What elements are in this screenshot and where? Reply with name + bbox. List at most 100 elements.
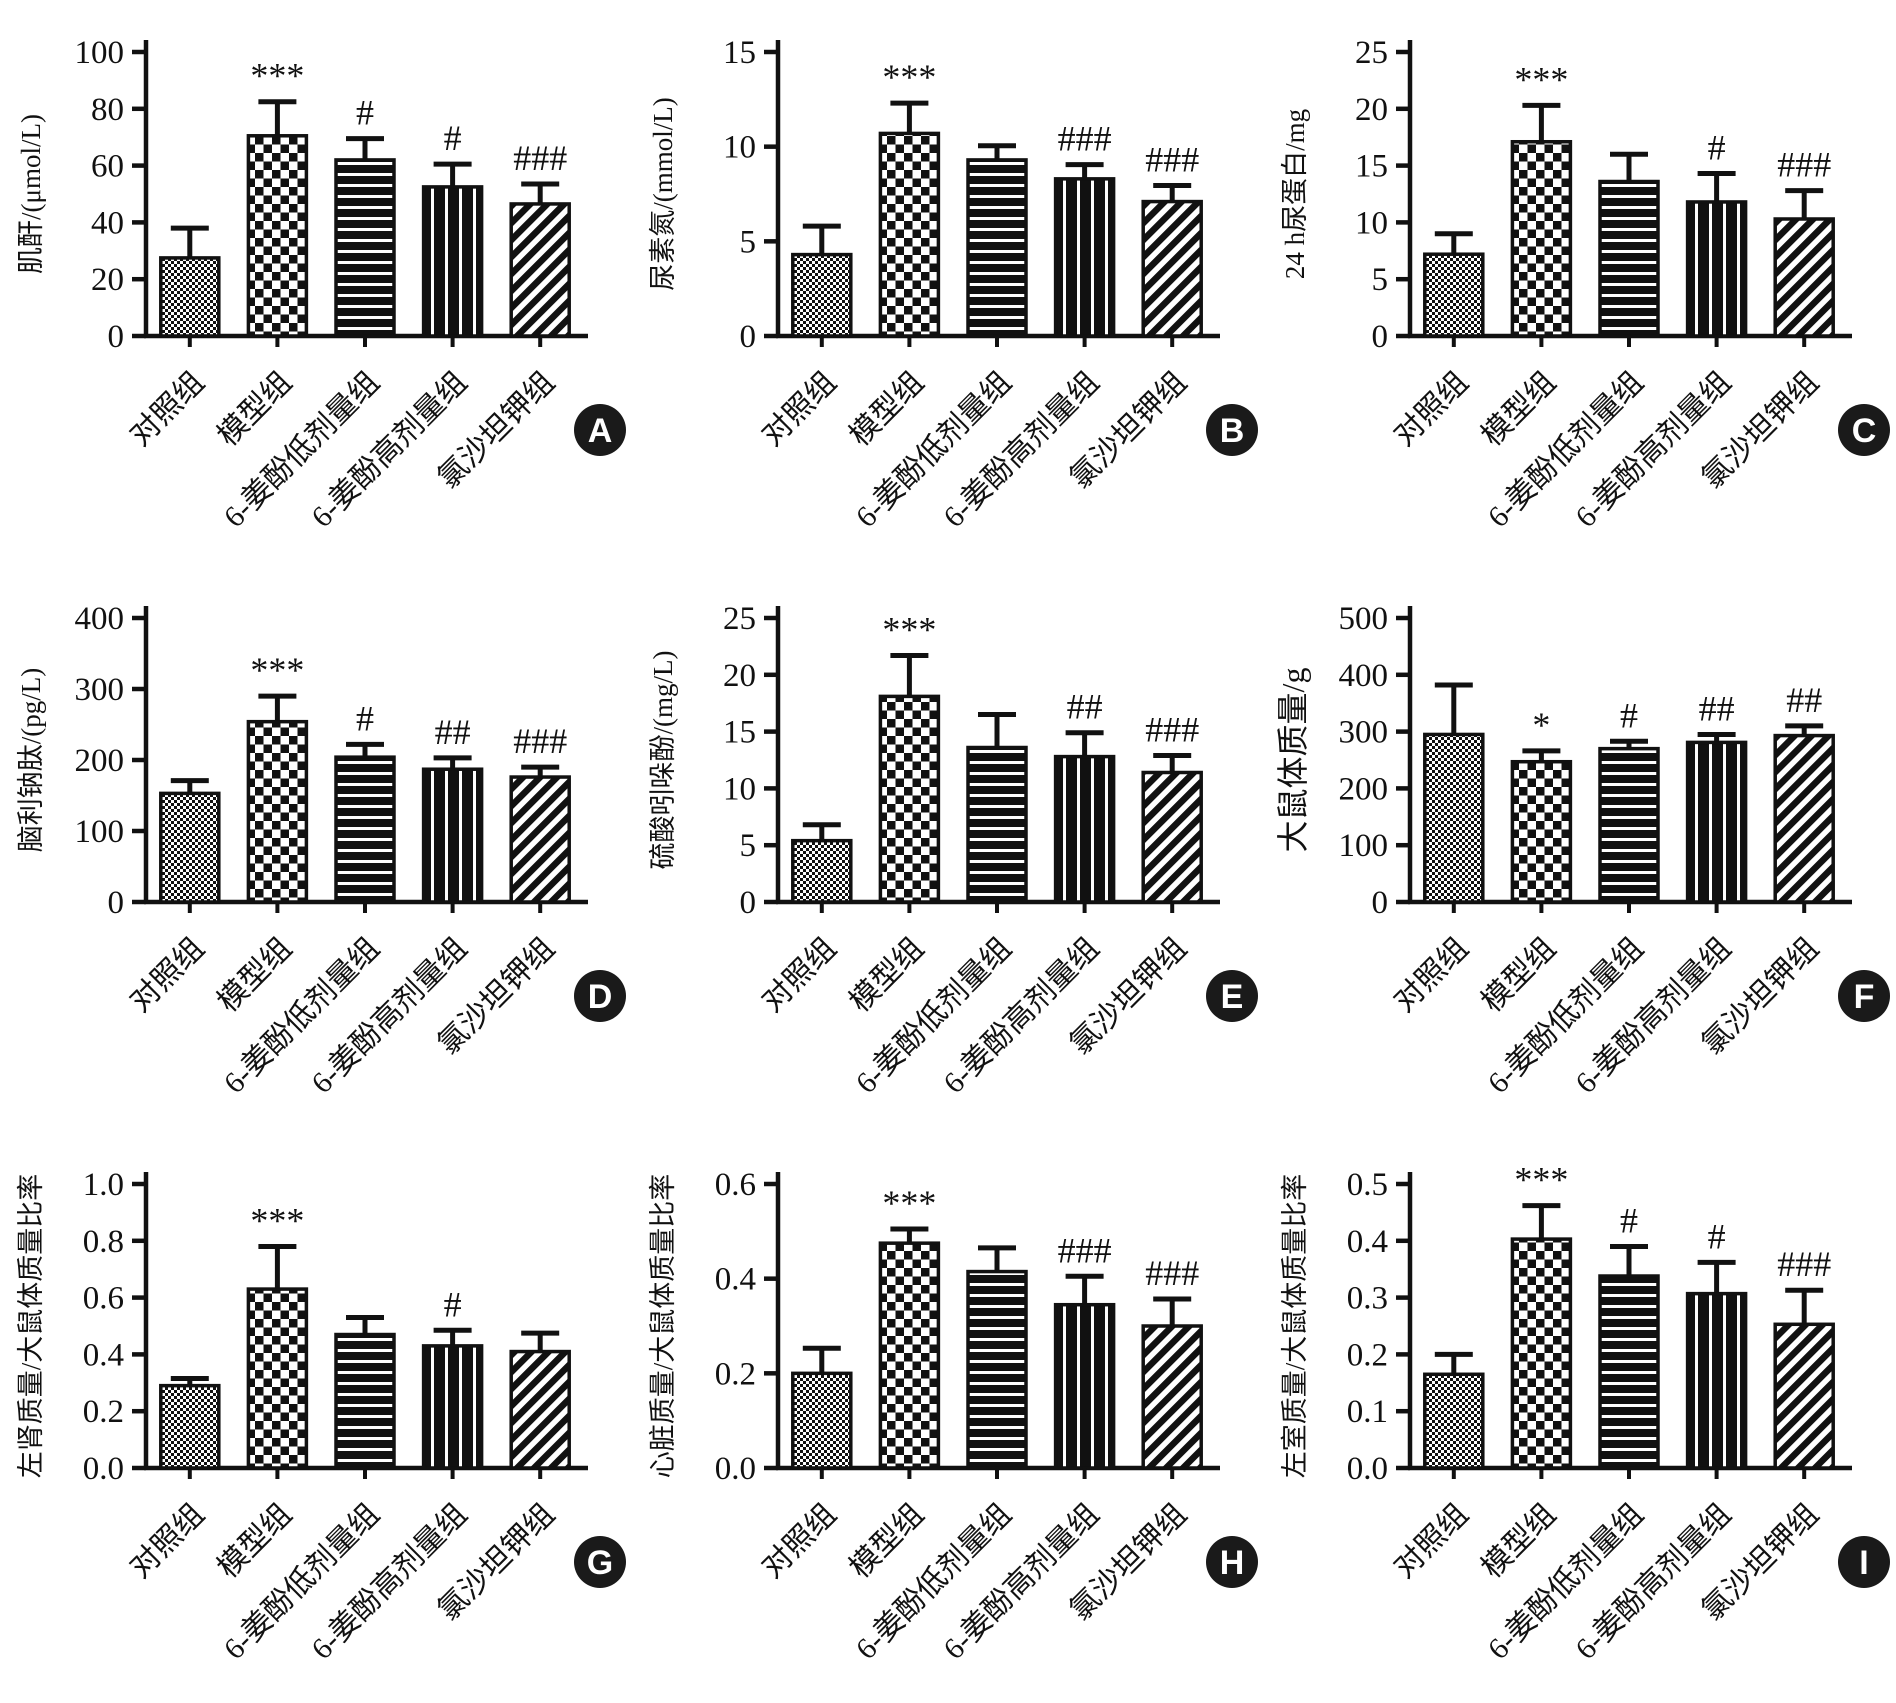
y-tick-label: 0: [108, 319, 125, 355]
panel-E: 0 5 10 15 20 25 硫酸吲哚酚/(mg/L) 对照组 *** 模型组 6-姜酚低剂量组 #…: [632, 566, 1264, 1132]
bar-E-模型组: [878, 694, 941, 904]
y-tick-label: 100: [75, 35, 125, 71]
panel-I: 0.0 0.1 0.2 0.3 0.4 0.5 左室质量/大鼠体质量比率 对照组 *** 模型组 #…: [1264, 1132, 1896, 1700]
bar-D-6-姜酚低剂量组: [334, 755, 396, 904]
y-tick-label: 400: [1339, 658, 1389, 694]
x-category-label: 6-姜酚高剂量组: [937, 366, 1105, 534]
bar-C-氯沙坦钾组: [1773, 217, 1835, 338]
y-axis-title: 心脏质量/大鼠体质量比率: [648, 1174, 678, 1479]
significance-marker: ##: [1786, 680, 1822, 720]
x-category-label: 6-姜酚低剂量组: [1482, 932, 1650, 1100]
bar-F-对照组: [1423, 732, 1485, 904]
y-tick-label: 0.4: [83, 1337, 124, 1373]
significance-marker: ***: [250, 1200, 304, 1240]
significance-marker: #: [1708, 1216, 1726, 1256]
significance-marker: ###: [1145, 709, 1199, 749]
y-tick-label: 0.2: [715, 1356, 756, 1392]
x-category-label: 对照组: [756, 1498, 843, 1585]
significance-marker: #: [356, 93, 374, 133]
chart-svg-A: 0 20 40 60 80 100 肌酐/(μmol/L) 对照组 *** 模型组 #6-姜酚低剂量…: [16, 35, 626, 534]
significance-marker: #: [1620, 1200, 1638, 1240]
significance-marker: ###: [1058, 119, 1112, 159]
bar-G-对照组: [159, 1383, 221, 1470]
y-tick-label: 0.0: [83, 1451, 124, 1487]
y-tick-label: 10: [723, 130, 756, 166]
panel-badge-letter: G: [587, 1544, 613, 1582]
y-tick-label: 300: [75, 672, 125, 708]
x-category-label: 6-姜酚高剂量组: [937, 932, 1105, 1100]
y-axis-title: 24 h尿蛋白/mg: [1280, 109, 1310, 279]
bar-G-6-姜酚高剂量组: [421, 1344, 484, 1470]
bar-I-模型组: [1510, 1237, 1573, 1470]
bar-D-对照组: [159, 791, 221, 904]
y-tick-label: 300: [1339, 715, 1389, 751]
significance-marker: ##: [1067, 687, 1103, 727]
bar-E-6-姜酚高剂量组: [1053, 754, 1116, 904]
significance-marker: ***: [882, 57, 936, 97]
panel-H: 0.0 0.2 0.4 0.6 心脏质量/大鼠体质量比率 对照组 *** 模型组 6-姜酚低剂量…: [632, 1132, 1264, 1700]
y-tick-label: 60: [91, 149, 124, 185]
bar-B-6-姜酚高剂量组: [1053, 177, 1116, 338]
x-category-label: 对照组: [756, 932, 843, 1019]
bar-H-对照组: [791, 1371, 853, 1470]
bar-I-6-姜酚高剂量组: [1685, 1291, 1748, 1470]
bar-I-6-姜酚低剂量组: [1598, 1274, 1660, 1470]
panel-C: 0 5 10 15 20 25 24 h尿蛋白/mg 对照组 *** 模型组 6-姜酚低剂量组 #6-…: [1264, 0, 1896, 566]
y-axis-title: 尿素氮/(mmol/L): [648, 97, 678, 290]
x-category-label: 模型组: [211, 366, 298, 453]
x-category-label: 对照组: [124, 1498, 211, 1585]
panel-badge-circle: [574, 404, 626, 456]
x-category-label: 6-姜酚低剂量组: [218, 1498, 386, 1666]
bar-A-对照组: [159, 256, 221, 338]
x-category-label: 6-姜酚低剂量组: [218, 366, 386, 534]
y-tick-label: 20: [723, 658, 756, 694]
y-tick-label: 0.1: [1347, 1394, 1388, 1430]
y-tick-label: 0.0: [715, 1451, 756, 1487]
panel-F: 0 100 200 300 400 500 大鼠体质量/g 对照组 * 模型组 #6-姜酚低剂量组 #…: [1264, 566, 1896, 1132]
panel-badge-letter: D: [588, 978, 613, 1016]
y-axis-title: 硫酸吲哚酚/(mg/L): [648, 651, 678, 870]
x-category-label: 6-姜酚高剂量组: [305, 932, 473, 1100]
panel-badge-letter: A: [588, 412, 613, 450]
x-category-label: 6-姜酚高剂量组: [1569, 1498, 1737, 1666]
y-tick-label: 0.2: [83, 1394, 124, 1430]
panel-badge-letter: E: [1221, 978, 1244, 1016]
bar-G-氯沙坦钾组: [509, 1349, 571, 1470]
x-category-label: 对照组: [124, 932, 211, 1019]
y-tick-label: 15: [723, 35, 756, 71]
x-category-label: 模型组: [1475, 1498, 1562, 1585]
panel-badge-letter: I: [1859, 1544, 1868, 1582]
bar-A-模型组: [246, 134, 309, 338]
chart-svg-D: 0 100 200 300 400 脑利钠肽/(pg/L) 对照组 *** 模型组 #6-姜酚低剂…: [16, 601, 626, 1100]
y-axis-title: 脑利钠肽/(pg/L): [16, 668, 46, 852]
bar-E-6-姜酚低剂量组: [966, 745, 1028, 904]
x-category-label: 模型组: [1475, 366, 1562, 453]
bar-H-6-姜酚高剂量组: [1053, 1302, 1116, 1470]
x-category-label: 模型组: [843, 1498, 930, 1585]
x-category-label: 对照组: [756, 366, 843, 453]
significance-marker: ***: [882, 1183, 936, 1223]
significance-marker: *: [1532, 705, 1550, 745]
x-category-label: 模型组: [843, 366, 930, 453]
y-axis-title: 左室质量/大鼠体质量比率: [1280, 1174, 1310, 1479]
y-tick-label: 10: [723, 771, 756, 807]
bar-H-氯沙坦钾组: [1141, 1324, 1203, 1470]
y-tick-label: 20: [91, 262, 124, 298]
panel-badge-circle: [1838, 1536, 1890, 1588]
x-category-label: 6-姜酚高剂量组: [305, 366, 473, 534]
significance-marker: ***: [250, 56, 304, 96]
y-tick-label: 0.6: [83, 1281, 124, 1317]
panel-A: 0 20 40 60 80 100 肌酐/(μmol/L) 对照组 *** 模型组 #6-姜酚低剂量…: [0, 0, 632, 566]
y-tick-label: 0: [108, 885, 125, 921]
bar-A-氯沙坦钾组: [509, 202, 571, 338]
x-category-label: 6-姜酚高剂量组: [1569, 932, 1737, 1100]
panel-badge-circle: [574, 1536, 626, 1588]
y-tick-label: 20: [1355, 92, 1388, 128]
significance-marker: ###: [1777, 1244, 1831, 1284]
x-category-label: 6-姜酚高剂量组: [937, 1498, 1105, 1666]
